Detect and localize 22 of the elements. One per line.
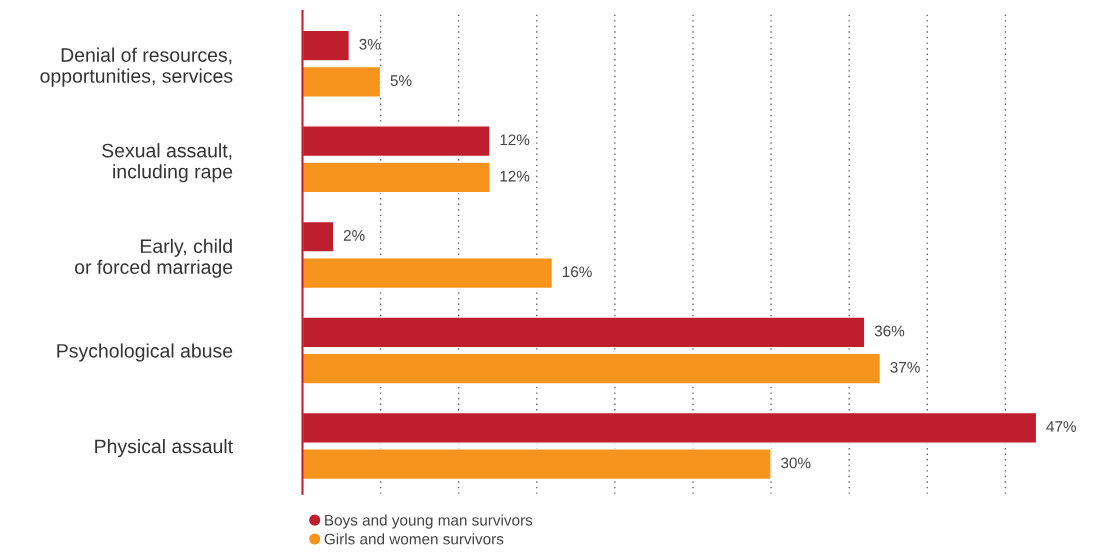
data-label: 47% (1046, 421, 1077, 432)
data-label: 5% (390, 75, 412, 86)
legend-label: Girls and women survivors (324, 533, 504, 545)
bar (302, 257, 554, 290)
data-label: 16% (562, 266, 592, 278)
bar (302, 448, 772, 481)
data-label: 12% (500, 134, 530, 146)
y-tick-label: Sexual assault, including rape (102, 143, 233, 183)
y-tick-label: Denial of resources, opportunities, services (40, 47, 233, 87)
data-label: 2% (343, 230, 365, 241)
y-tick-label: Early, child or forced marriage (75, 238, 233, 278)
bar (302, 352, 882, 385)
legend-label: Boys and young man survivors (325, 514, 533, 529)
bar (302, 65, 382, 98)
y-tick-label: Physical assault (95, 439, 233, 458)
y-tick-label: Psychological abuse (57, 343, 233, 362)
bar (302, 161, 491, 194)
data-label: 3% (359, 38, 381, 50)
data-label: 37% (890, 361, 920, 373)
data-label: 36% (874, 325, 905, 337)
data-label: 12% (500, 170, 530, 182)
data-label: 30% (781, 457, 811, 469)
